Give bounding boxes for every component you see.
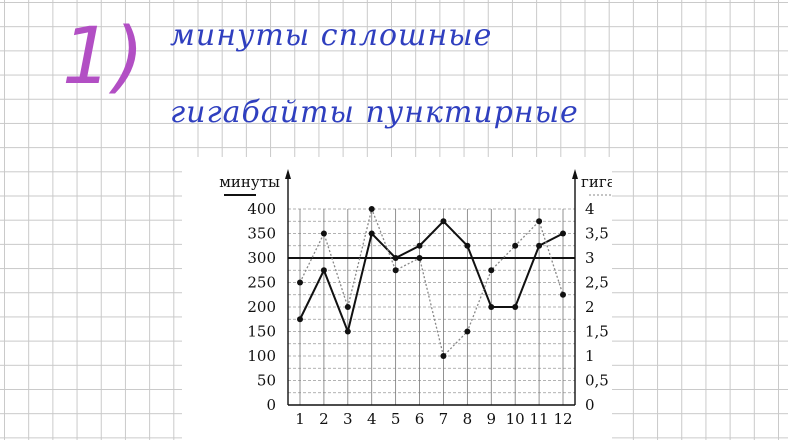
x-tick-label: 10 — [506, 410, 525, 428]
right-axis-arrow — [572, 169, 578, 179]
left-tick-label: 350 — [247, 225, 276, 243]
x-tick-label: 2 — [319, 410, 329, 428]
gigabytes-data-point — [368, 206, 375, 212]
gigabytes-data-point — [297, 279, 303, 286]
gigabytes-data-point — [416, 255, 423, 261]
series-minutes-line — [299, 219, 564, 335]
x-tick-label: 5 — [391, 410, 401, 428]
left-axis-title: минуты — [219, 173, 280, 191]
note-minutes-solid: минуты сплошные — [170, 18, 493, 53]
gigabytes-data-point — [488, 267, 495, 274]
minutes-data-point — [560, 230, 566, 237]
right-tick-label: 3,5 — [585, 225, 609, 243]
left-tick-label: 200 — [247, 298, 276, 316]
minutes-data-point — [536, 242, 543, 249]
right-tick-label: 1 — [585, 347, 595, 365]
gigabytes-data-point — [440, 353, 447, 359]
x-tick-label: 6 — [415, 410, 425, 428]
gigabytes-data-point — [344, 304, 351, 310]
minutes-data-point — [464, 242, 471, 249]
gigabytes-data-point — [560, 291, 566, 298]
minutes-data-point — [512, 304, 519, 310]
x-tick-label: 1 — [295, 410, 305, 428]
right-tick-label: 2 — [585, 298, 595, 316]
x-tick-label: 12 — [553, 410, 572, 428]
note-gigabytes-dotted: гигабайты пунктирные — [170, 95, 579, 130]
note-number: 1) — [62, 12, 147, 102]
x-tick-label: 7 — [439, 410, 449, 428]
gigabytes-data-point — [536, 218, 543, 225]
minutes-data-point — [440, 218, 447, 225]
right-tick-label: 0,5 — [585, 372, 609, 390]
left-axis-arrow — [285, 169, 291, 179]
minutes-data-point — [488, 304, 495, 310]
left-tick-label: 0 — [266, 396, 276, 414]
x-tick-label: 9 — [486, 410, 496, 428]
left-tick-label: 250 — [247, 274, 276, 292]
right-tick-label: 0 — [585, 396, 595, 414]
right-tick-label: 4 — [585, 200, 595, 218]
gigabytes-data-point — [512, 242, 519, 249]
dual-axis-line-chart: минутыгигабайты0501001502002503003504000… — [219, 169, 612, 428]
minutes-data-point — [416, 242, 423, 249]
x-tick-label: 11 — [530, 410, 549, 428]
chart-panel: минутыгигабайты0501001502002503003504000… — [182, 157, 612, 440]
right-axis-title: гигабайты — [581, 173, 612, 191]
right-tick-label: 3 — [585, 249, 595, 267]
x-tick-label: 3 — [343, 410, 353, 428]
x-tick-label: 8 — [463, 410, 473, 428]
gigabytes-data-point — [464, 328, 471, 335]
minutes-data-point — [368, 230, 375, 237]
left-tick-label: 150 — [247, 323, 276, 341]
minutes-data-point — [320, 267, 327, 274]
right-tick-label: 2,5 — [585, 274, 609, 292]
minutes-data-point — [392, 255, 399, 261]
x-tick-label: 4 — [367, 410, 377, 428]
left-tick-label: 300 — [247, 249, 276, 267]
minutes-data-point — [344, 328, 351, 335]
left-tick-label: 100 — [247, 347, 276, 365]
gigabytes-data-point — [392, 267, 399, 274]
left-tick-label: 400 — [247, 200, 276, 218]
right-tick-label: 1,5 — [585, 323, 609, 341]
left-tick-label: 50 — [257, 372, 276, 390]
gigabytes-data-point — [320, 230, 327, 237]
minutes-data-point — [297, 316, 303, 323]
